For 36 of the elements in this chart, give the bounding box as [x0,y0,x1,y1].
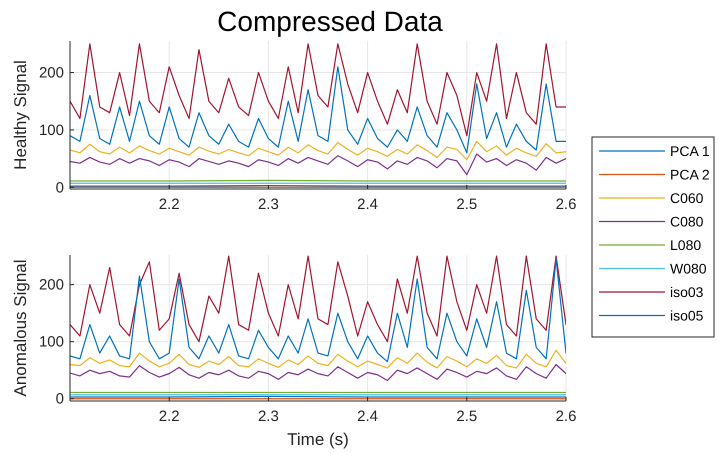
legend-label: C080 [670,214,704,230]
legend-label: PCA 1 [670,143,710,159]
y-tick-label: 200 [38,276,64,294]
y-tick-label: 0 [56,390,64,408]
legend-label: iso05 [670,308,704,324]
x-tick-label: 2.5 [456,196,478,213]
line-series [70,258,566,362]
x-tick-label: 2.3 [258,196,279,213]
y-tick-label: 100 [38,122,64,139]
line-series [70,153,566,176]
legend-label: W080 [670,260,707,276]
x-tick-label: 2.2 [158,196,180,213]
x-tick-label: 2.6 [556,408,576,425]
y-tick-label: 0 [56,179,64,196]
x-tick-label: 2.4 [357,408,378,425]
y-tick-label: 200 [38,64,64,82]
x-tick-label: 2.5 [456,408,478,425]
line-series [70,364,566,382]
x-tick-label: 2.6 [556,196,576,213]
line-series [70,256,566,342]
legend-label: C060 [670,190,704,206]
line-series [70,350,566,369]
x-axis-title: Time (s) [287,430,349,449]
y-tick-label: 100 [38,334,64,351]
y-axis-title: Anomalous Signal [11,259,30,397]
x-tick-label: 2.3 [258,408,279,425]
legend-label: iso03 [670,284,704,300]
line-series [70,66,566,154]
x-tick-label: 2.2 [158,408,180,425]
legend-label: L080 [670,237,702,253]
line-series [70,43,566,136]
legend-label: PCA 2 [670,166,710,182]
x-tick-label: 2.4 [357,196,378,213]
line-series [70,140,566,160]
chart-title: Compressed Data [217,6,444,37]
y-axis-title: Healthy Signal [11,60,30,170]
